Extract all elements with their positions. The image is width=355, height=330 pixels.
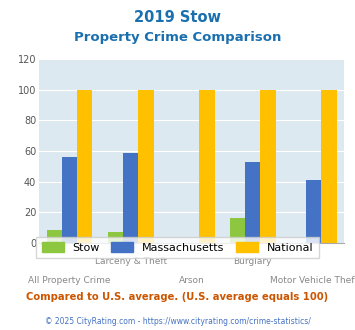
Bar: [245, 162, 261, 243]
Text: Arson: Arson: [179, 276, 204, 284]
Bar: [47, 230, 62, 243]
Text: Burglary: Burglary: [234, 257, 272, 266]
Legend: Stow, Massachusetts, National: Stow, Massachusetts, National: [36, 237, 319, 258]
Bar: [322, 90, 337, 243]
Bar: [77, 90, 92, 243]
Bar: [138, 90, 153, 243]
Bar: [108, 232, 123, 243]
Text: Larceny & Theft: Larceny & Theft: [94, 257, 167, 266]
Text: © 2025 CityRating.com - https://www.cityrating.com/crime-statistics/: © 2025 CityRating.com - https://www.city…: [45, 317, 310, 326]
Bar: [200, 90, 214, 243]
Text: Property Crime Comparison: Property Crime Comparison: [74, 31, 281, 44]
Bar: [230, 218, 245, 243]
Bar: [123, 152, 138, 243]
Text: All Property Crime: All Property Crime: [28, 276, 111, 284]
Text: Motor Vehicle Theft: Motor Vehicle Theft: [270, 276, 355, 284]
Text: Compared to U.S. average. (U.S. average equals 100): Compared to U.S. average. (U.S. average …: [26, 292, 329, 302]
Bar: [62, 157, 77, 243]
Bar: [261, 90, 275, 243]
Bar: [306, 180, 322, 243]
Text: 2019 Stow: 2019 Stow: [134, 10, 221, 25]
